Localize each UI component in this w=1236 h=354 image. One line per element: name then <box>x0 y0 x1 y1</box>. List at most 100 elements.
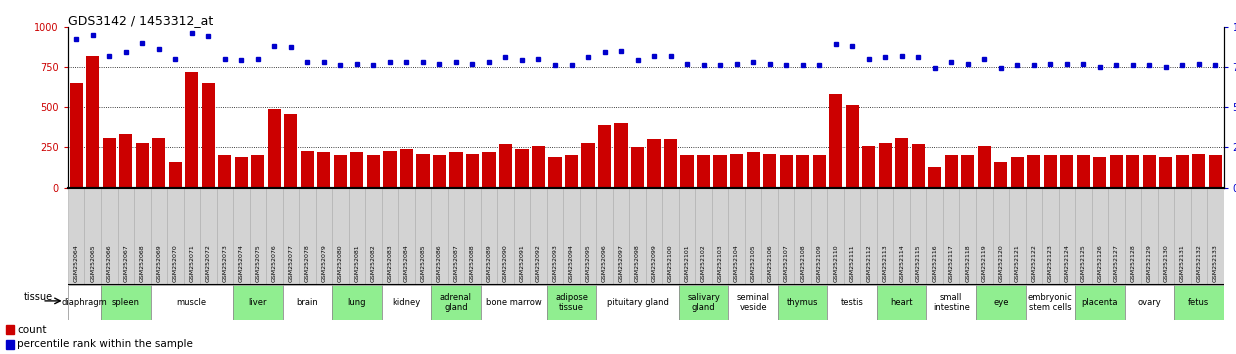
FancyBboxPatch shape <box>1174 285 1224 320</box>
Text: GSM252108: GSM252108 <box>800 244 805 282</box>
FancyBboxPatch shape <box>546 188 564 285</box>
Text: GSM252091: GSM252091 <box>519 244 524 282</box>
Text: GSM252115: GSM252115 <box>916 244 921 282</box>
Text: GSM252075: GSM252075 <box>256 244 261 282</box>
Text: GSM252080: GSM252080 <box>337 244 342 282</box>
FancyBboxPatch shape <box>365 188 382 285</box>
FancyBboxPatch shape <box>382 188 398 285</box>
Text: testis: testis <box>840 298 864 307</box>
Bar <box>6 339 14 349</box>
Text: embryonic
stem cells: embryonic stem cells <box>1028 293 1073 312</box>
Text: GSM252129: GSM252129 <box>1147 244 1152 282</box>
FancyBboxPatch shape <box>216 188 234 285</box>
FancyBboxPatch shape <box>894 188 910 285</box>
FancyBboxPatch shape <box>646 188 662 285</box>
Text: lung: lung <box>347 298 366 307</box>
FancyBboxPatch shape <box>1190 188 1208 285</box>
FancyBboxPatch shape <box>860 188 878 285</box>
Bar <box>69 83 83 188</box>
Text: GSM252132: GSM252132 <box>1196 244 1201 282</box>
Bar <box>531 146 545 188</box>
Bar <box>417 154 430 188</box>
FancyBboxPatch shape <box>745 188 761 285</box>
FancyBboxPatch shape <box>398 188 415 285</box>
FancyBboxPatch shape <box>927 188 943 285</box>
Text: GSM252087: GSM252087 <box>454 244 459 282</box>
FancyBboxPatch shape <box>613 188 629 285</box>
Text: GSM252104: GSM252104 <box>734 244 739 282</box>
FancyBboxPatch shape <box>117 188 133 285</box>
FancyBboxPatch shape <box>696 188 712 285</box>
FancyBboxPatch shape <box>431 188 447 285</box>
Text: GSM252089: GSM252089 <box>487 244 492 282</box>
Bar <box>928 167 942 188</box>
Text: bone marrow: bone marrow <box>486 298 541 307</box>
FancyBboxPatch shape <box>151 188 167 285</box>
FancyBboxPatch shape <box>1042 188 1058 285</box>
FancyBboxPatch shape <box>728 285 777 320</box>
Text: GSM252079: GSM252079 <box>321 244 326 282</box>
Text: GSM252130: GSM252130 <box>1163 244 1168 282</box>
FancyBboxPatch shape <box>679 285 728 320</box>
Text: GSM252127: GSM252127 <box>1114 244 1119 282</box>
FancyBboxPatch shape <box>927 285 976 320</box>
Bar <box>318 152 330 188</box>
Bar <box>399 149 413 188</box>
Text: GSM252101: GSM252101 <box>685 244 690 282</box>
Text: pituitary gland: pituitary gland <box>607 298 669 307</box>
Text: GSM252124: GSM252124 <box>1064 244 1069 282</box>
Text: GSM252092: GSM252092 <box>536 244 541 282</box>
FancyBboxPatch shape <box>332 285 382 320</box>
FancyBboxPatch shape <box>431 285 481 320</box>
Text: GSM252114: GSM252114 <box>900 244 905 282</box>
Bar <box>350 152 363 188</box>
Bar <box>168 162 182 188</box>
FancyBboxPatch shape <box>315 188 332 285</box>
Text: GSM252103: GSM252103 <box>718 244 723 282</box>
Text: GSM252118: GSM252118 <box>965 244 970 282</box>
Text: GSM252125: GSM252125 <box>1080 244 1085 282</box>
Bar <box>1093 157 1106 188</box>
Bar <box>747 152 760 188</box>
Text: GSM252074: GSM252074 <box>239 244 243 282</box>
FancyBboxPatch shape <box>1026 285 1075 320</box>
FancyBboxPatch shape <box>993 188 1009 285</box>
Bar <box>1193 154 1205 188</box>
FancyBboxPatch shape <box>910 188 927 285</box>
Bar <box>780 155 792 188</box>
Bar <box>713 155 727 188</box>
FancyBboxPatch shape <box>234 188 250 285</box>
Bar <box>6 325 14 335</box>
Text: GSM252121: GSM252121 <box>1015 244 1020 282</box>
Text: GSM252116: GSM252116 <box>932 244 937 282</box>
FancyBboxPatch shape <box>1009 188 1026 285</box>
Text: fetus: fetus <box>1188 298 1210 307</box>
FancyBboxPatch shape <box>133 188 151 285</box>
Bar <box>1175 155 1189 188</box>
Text: GSM252097: GSM252097 <box>618 244 623 282</box>
FancyBboxPatch shape <box>447 188 465 285</box>
Bar <box>697 155 711 188</box>
Text: GSM252073: GSM252073 <box>222 244 227 282</box>
Bar <box>499 144 512 188</box>
Bar <box>879 143 892 188</box>
Text: placenta: placenta <box>1082 298 1119 307</box>
FancyBboxPatch shape <box>1174 188 1190 285</box>
Text: GSM252085: GSM252085 <box>420 244 425 282</box>
Text: GSM252122: GSM252122 <box>1031 244 1036 282</box>
Text: GSM252094: GSM252094 <box>569 244 574 282</box>
FancyBboxPatch shape <box>878 188 894 285</box>
Bar <box>268 109 281 188</box>
Text: GSM252117: GSM252117 <box>949 244 954 282</box>
Text: GSM252111: GSM252111 <box>849 244 854 282</box>
Bar <box>730 154 743 188</box>
FancyBboxPatch shape <box>1109 188 1125 285</box>
Bar <box>1110 155 1124 188</box>
Text: GSM252064: GSM252064 <box>74 244 79 282</box>
Bar <box>235 157 248 188</box>
Text: count: count <box>17 325 47 335</box>
Text: GSM252107: GSM252107 <box>784 244 789 282</box>
FancyBboxPatch shape <box>943 188 959 285</box>
FancyBboxPatch shape <box>878 285 927 320</box>
FancyBboxPatch shape <box>415 188 431 285</box>
